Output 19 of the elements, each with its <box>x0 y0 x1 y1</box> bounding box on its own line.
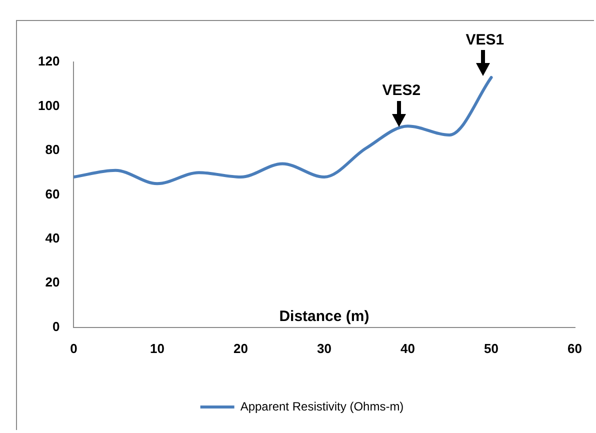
y-tick-label: 20 <box>45 274 60 290</box>
y-tick-label: 120 <box>38 54 60 69</box>
x-tick-label: 10 <box>150 340 164 356</box>
y-tick-label: 100 <box>38 98 60 113</box>
x-tick-label: 20 <box>233 340 248 356</box>
line-series <box>74 76 493 186</box>
x-tick-label: 50 <box>484 340 498 356</box>
annotation: VES2 <box>382 82 421 100</box>
y-tick-label: 60 <box>45 186 60 202</box>
annotation: VES1 <box>466 31 504 48</box>
x-tick-label: 30 <box>316 340 332 356</box>
x-tick-label: 0 <box>70 340 78 356</box>
y-tick-label: 0 <box>52 318 60 334</box>
y-tick-label: 80 <box>45 142 60 158</box>
x-tick-label: 60 <box>568 340 582 356</box>
y-tick-label: 40 <box>45 230 60 246</box>
x-tick-label: 40 <box>400 340 415 356</box>
legend-label: Apparent Resistivity (Ohms-m) <box>240 399 404 414</box>
x-axis-title: Distance (m) <box>279 308 370 326</box>
